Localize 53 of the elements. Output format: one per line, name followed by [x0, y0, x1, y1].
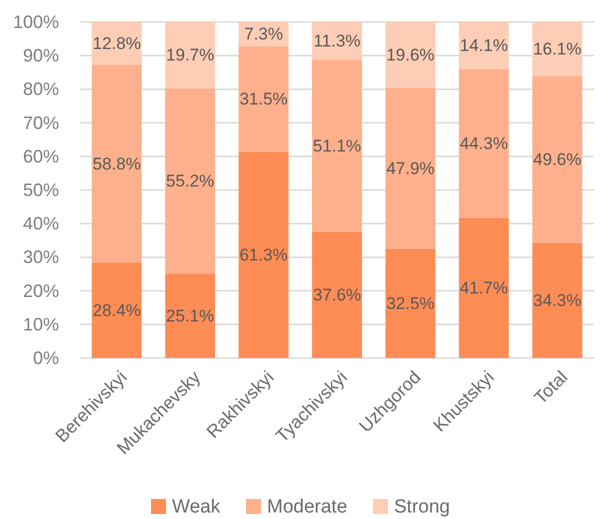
data-label: 34.3% — [533, 290, 582, 310]
data-label: 41.7% — [460, 278, 508, 298]
data-label: 47.9% — [386, 158, 435, 178]
bar — [458, 69, 509, 218]
bar — [532, 242, 582, 358]
data-label: 12.8% — [92, 34, 141, 54]
data-label: 55.2% — [166, 171, 214, 190]
data-label: 11.3% — [314, 31, 360, 50]
bar — [385, 88, 436, 249]
data-label: 51.1% — [312, 136, 362, 156]
data-label: 61.3% — [239, 246, 288, 265]
y-tick-label: 90% — [22, 46, 59, 66]
y-tick-label: 30% — [22, 247, 59, 268]
bar — [532, 22, 582, 76]
bar — [385, 22, 436, 88]
bar — [165, 88, 216, 274]
y-tick-label: 10% — [22, 314, 59, 334]
y-tick-label: 50% — [22, 180, 59, 200]
data-label: 19.7% — [166, 46, 214, 65]
bar — [458, 22, 509, 70]
data-label: 7.3% — [244, 24, 283, 44]
bar — [92, 262, 142, 358]
data-label: 44.3% — [460, 134, 508, 153]
data-label: 28.4% — [92, 300, 141, 320]
bar — [312, 60, 362, 232]
bar — [312, 232, 362, 358]
bar — [458, 218, 509, 358]
y-tick-label: 70% — [22, 112, 59, 133]
data-label: 37.6% — [312, 285, 362, 304]
legend-label: Strong — [394, 496, 450, 518]
bar — [165, 274, 216, 358]
legend-label: Moderate — [267, 496, 348, 518]
data-label: 49.6% — [533, 150, 582, 169]
bar — [238, 46, 289, 152]
data-label: 31.5% — [239, 90, 288, 109]
data-label: 58.8% — [92, 154, 141, 174]
y-tick-label: 100% — [12, 12, 59, 32]
y-tick-label: 80% — [22, 79, 59, 100]
data-label: 16.1% — [533, 40, 582, 59]
bar — [238, 152, 289, 358]
data-label: 14.1% — [460, 36, 508, 55]
data-label: 19.6% — [386, 45, 435, 64]
y-tick-label: 0% — [32, 348, 59, 368]
legend-label: Weak — [172, 496, 221, 518]
bar — [92, 65, 142, 263]
bar — [385, 248, 436, 358]
bar — [165, 22, 216, 88]
y-tick-label: 20% — [22, 280, 59, 301]
bar — [532, 76, 582, 243]
y-tick-label: 60% — [22, 146, 59, 166]
data-label: 25.1% — [166, 306, 214, 326]
data-label: 32.5% — [386, 294, 435, 313]
y-tick-label: 40% — [22, 214, 59, 234]
